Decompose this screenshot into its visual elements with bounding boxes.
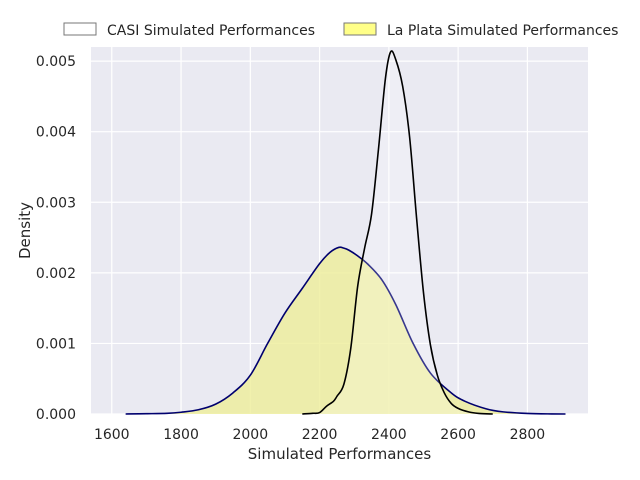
legend-swatch-casi [63, 22, 97, 36]
legend-swatch-la-plata [343, 22, 377, 36]
x-tick-label: 2800 [510, 427, 546, 443]
casi-simulated-performances-line [302, 50, 493, 415]
y-tick-label: 0.005 [36, 54, 76, 70]
legend-label-casi: CASI Simulated Performances [107, 23, 315, 39]
x-tick-label: 1800 [163, 427, 199, 443]
la-plata-simulated-performances-area [125, 247, 566, 414]
la-plata-simulated-performances-line [125, 246, 566, 415]
x-tick-label: 2200 [302, 427, 338, 443]
y-tick-label: 0.002 [36, 266, 76, 282]
x-tick-label: 2400 [371, 427, 407, 443]
y-tick-label: 0.003 [36, 195, 76, 211]
x-tick-label: 1600 [94, 427, 130, 443]
x-tick-label: 2000 [232, 427, 268, 443]
y-tick-label: 0.001 [36, 336, 76, 352]
x-axis-label: Simulated Performances [248, 445, 432, 463]
y-tick-label: 0.000 [36, 407, 76, 423]
y-axis-label: Density [16, 202, 34, 259]
y-tick-label: 0.004 [36, 125, 76, 141]
legend-label-la-plata: La Plata Simulated Performances [387, 23, 618, 39]
tick-labels: 1600 1800 2000 2200 2400 2600 2800 0.000 0.001 0.… [36, 54, 545, 443]
casi-simulated-performances-area [302, 50, 493, 415]
legend: CASI Simulated Performances La Plata Sim… [63, 22, 618, 39]
x-tick-label: 2600 [440, 427, 476, 443]
series-layer [125, 50, 566, 415]
